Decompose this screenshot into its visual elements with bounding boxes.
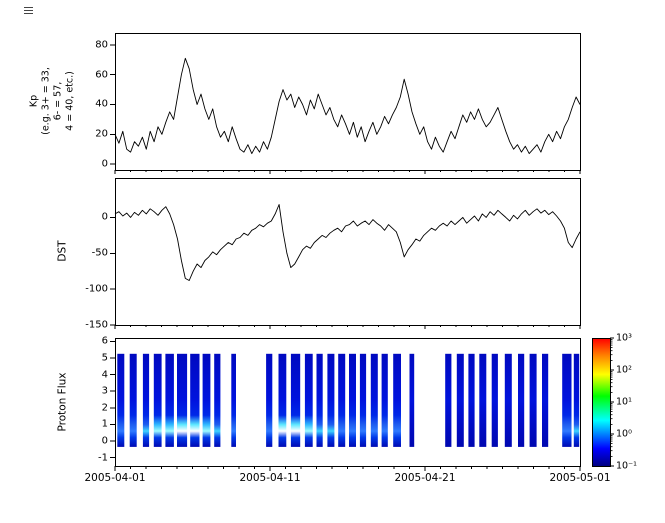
y-tick-label: -50: [91, 247, 108, 259]
proton-flux-bar: [153, 353, 162, 447]
x-tick-label-2: 2005-04-21: [394, 472, 456, 484]
proton-flux-bar: [278, 353, 287, 447]
panel-frame: [115, 33, 581, 171]
colorbar-tick-label: 10³: [616, 332, 632, 344]
proton-flux-axis-label: Proton Flux: [56, 372, 69, 432]
colorbar-tick-label: 10⁻¹: [616, 460, 637, 472]
y-tick-label: 0: [101, 158, 108, 170]
proton-flux-bar: [165, 353, 174, 447]
proton-flux-bar: [338, 353, 346, 447]
proton-flux-bar: [190, 353, 200, 447]
proton-flux-bar: [142, 353, 150, 447]
proton-flux-bar: [504, 353, 512, 447]
y-tick-label: 2: [101, 402, 108, 414]
proton-flux-bar: [214, 353, 221, 447]
proton-flux-bar: [445, 353, 452, 447]
colorbar: [592, 338, 611, 467]
y-tick-label: 6: [101, 335, 108, 347]
colorbar-tick-label: 10⁰: [616, 428, 632, 440]
y-tick-label: 0: [101, 435, 108, 447]
y-tick-label: 5: [101, 352, 108, 364]
proton-flux-bar: [129, 353, 137, 447]
y-tick-label: 60: [95, 69, 108, 81]
proton-flux-bar: [479, 353, 487, 447]
corner-glyph: [24, 5, 33, 16]
proton-flux-bar: [518, 353, 525, 447]
kp-index-line: [114, 57, 581, 155]
proton-flux-bar: [562, 353, 572, 447]
colorbar-tick-label: 10¹: [616, 396, 632, 408]
colorbar-tick-label: 10²: [616, 364, 632, 376]
proton-flux-bar: [304, 353, 313, 447]
proton-flux-bar: [542, 353, 549, 447]
proton-flux-bar: [381, 353, 388, 447]
proton-flux-bar: [290, 353, 301, 447]
proton-flux-bar: [202, 353, 211, 447]
y-tick-label: 0: [101, 211, 108, 223]
proton-flux-bar: [177, 353, 188, 447]
y-tick-label: 3: [101, 385, 108, 397]
dst-axis-label: DST: [56, 240, 69, 262]
proton-flux-bar: [266, 353, 273, 447]
proton-flux-bar: [327, 353, 335, 447]
y-tick-label: -1: [98, 452, 108, 464]
kp-axis-label: Kp (e.g. 3+ = 33, 6- = 57, 4 = 40, etc.): [28, 67, 75, 135]
dst-index-line: [114, 204, 581, 281]
proton-flux-bar: [359, 353, 367, 447]
proton-flux-bar: [370, 353, 378, 447]
x-tick-label-1: 2005-04-11: [239, 472, 301, 484]
proton-flux-bar: [456, 353, 464, 447]
proton-flux-bar: [231, 353, 236, 447]
x-tick-label-3: 2005-05-01: [549, 472, 611, 484]
proton-flux-bar: [393, 353, 401, 447]
proton-flux-bar: [117, 353, 125, 447]
proton-flux-bar: [349, 353, 356, 447]
y-tick-label: -100: [85, 283, 108, 295]
y-tick-label: 1: [101, 418, 108, 430]
proton-flux-bar: [491, 353, 498, 447]
proton-flux-bar: [316, 353, 323, 447]
y-tick-label: 20: [95, 128, 108, 140]
y-tick-label: 40: [95, 98, 108, 110]
proton-flux-bar: [573, 353, 580, 447]
proton-flux-bar: [409, 353, 415, 447]
y-tick-label: 4: [101, 369, 108, 381]
proton-flux-bar: [468, 353, 475, 447]
x-tick-label-0: 2005-04-01: [84, 472, 146, 484]
proton-flux-bar: [529, 353, 537, 447]
y-tick-label: 80: [95, 39, 108, 51]
panel-frame: [115, 178, 581, 326]
y-tick-label: -150: [85, 319, 108, 331]
